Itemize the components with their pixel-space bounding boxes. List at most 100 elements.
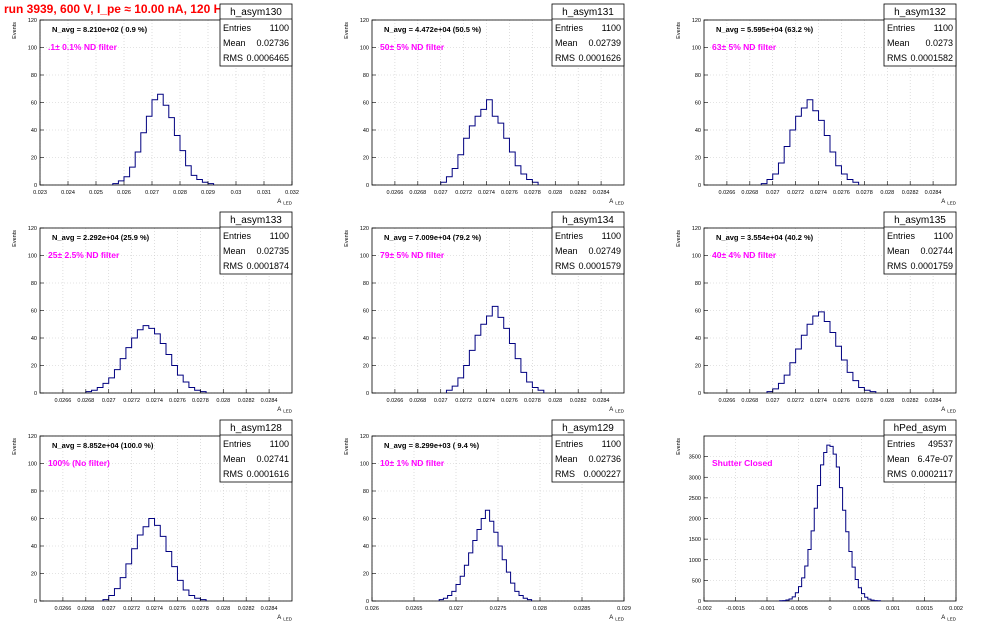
x-tick-label: 0.0274 <box>146 606 163 612</box>
histogram-line <box>102 518 207 601</box>
y-axis-label: Events <box>676 22 682 39</box>
pad-h_asym129: 0.026 0.0265 0.027 0.0275 0.028 0.0285 0.029 0 2… <box>344 419 631 622</box>
x-tick-label: 0.0284 <box>261 606 278 612</box>
pad-h_asym131: 0.0266 0.0268 0.027 0.0272 0.0274 0.0276 0.027… <box>344 3 625 206</box>
stats-value-mean: 6.47e-07 <box>917 454 953 464</box>
y-tick-label: 60 <box>31 309 37 315</box>
stats-label-entries: Entries <box>887 231 916 241</box>
histogram-line <box>438 509 533 601</box>
x-tick-label: 0.001 <box>886 606 900 612</box>
x-tick-label: 0.0272 <box>787 398 804 404</box>
x-tick-label: 0.0272 <box>787 190 804 196</box>
x-tick-label: 0.0268 <box>409 398 426 404</box>
stats-label-mean: Mean <box>555 38 578 48</box>
x-tick-label: 0.0282 <box>238 398 255 404</box>
stats-box <box>883 419 957 483</box>
x-tick-label: 0.028 <box>173 190 187 196</box>
stats-value-entries: 1100 <box>270 23 289 33</box>
x-tick-label: 0.027 <box>766 190 780 196</box>
y-tick-label: 20 <box>363 156 369 162</box>
x-axis-label: A LED <box>609 407 625 414</box>
x-tick-label: 0.0282 <box>902 398 919 404</box>
x-tick-label: 0.028 <box>216 606 230 612</box>
pad-hPed_asym: -0.002 -0.0015 -0.001 -0.0005 0 0.0005 0.001 0.… <box>676 419 963 622</box>
x-tick-label: 0.0274 <box>478 398 495 404</box>
y-tick-label: 120 <box>360 226 369 232</box>
y-tick-label: 0 <box>34 599 37 605</box>
x-tick-label: 0.0268 <box>77 606 94 612</box>
y-tick-label: 40 <box>363 128 369 134</box>
stats-label-mean: Mean <box>555 246 578 256</box>
y-axis-label: Events <box>12 230 18 247</box>
histogram-line <box>766 311 877 393</box>
stats-box <box>219 419 293 483</box>
histogram-line <box>440 99 539 185</box>
stats-value-rms: 0.000227 <box>583 469 621 479</box>
navg-text: N_avg = 3.554e+04 (40.2 %) <box>716 233 814 242</box>
x-tick-label: 0.026 <box>365 606 379 612</box>
y-axis-label: Events <box>344 438 350 455</box>
y-tick-label: 40 <box>695 336 701 342</box>
x-tick-label: 0.027 <box>145 190 159 196</box>
y-tick-label: 120 <box>692 18 701 24</box>
y-tick-label: 0 <box>698 183 701 189</box>
stats-value-mean: 0.02749 <box>588 246 621 256</box>
stats-box <box>883 3 957 67</box>
filter-label: 79± 5% ND filter <box>380 250 445 260</box>
stats-label-entries: Entries <box>555 23 584 33</box>
y-tick-label: 500 <box>692 578 701 584</box>
navg-text: N_avg = 2.292e+04 (25.9 %) <box>52 233 150 242</box>
x-tick-label: 0.0272 <box>123 606 140 612</box>
y-tick-label: 20 <box>31 156 37 162</box>
x-tick-label: 0.029 <box>617 606 631 612</box>
stats-value-rms: 0.0002117 <box>911 469 953 479</box>
x-tick-label: 0.0282 <box>902 190 919 196</box>
stats-label-entries: Entries <box>887 23 916 33</box>
y-tick-label: 1500 <box>689 537 701 543</box>
x-tick-label: 0.027 <box>434 190 448 196</box>
stats-value-rms: 0.0001874 <box>246 261 289 271</box>
x-tick-label: 0.0278 <box>856 190 873 196</box>
x-tick-label: -0.0015 <box>726 606 745 612</box>
filter-label: 25± 2.5% ND filter <box>48 250 120 260</box>
stats-value-entries: 1100 <box>602 439 621 449</box>
y-axis-label: Events <box>12 438 18 455</box>
navg-text: N_avg = 8.852e+04 (100.0 %) <box>52 441 154 450</box>
stats-value-mean: 0.02741 <box>256 454 289 464</box>
stats-value-rms: 0.0006465 <box>246 53 289 63</box>
x-tick-label: 0.028 <box>880 190 894 196</box>
filter-label: 100% (No filter) <box>48 458 110 468</box>
histogram-name: h_asym131 <box>562 7 614 18</box>
histogram-name: h_asym135 <box>894 215 946 226</box>
y-axis-label: Events <box>344 22 350 39</box>
y-tick-label: 20 <box>363 364 369 370</box>
x-tick-label: 0 <box>828 606 831 612</box>
x-tick-label: 0.028 <box>548 398 562 404</box>
stats-box <box>219 3 293 67</box>
stats-value-entries: 1100 <box>934 23 953 33</box>
y-tick-label: 60 <box>31 101 37 107</box>
y-tick-label: 3000 <box>689 475 701 481</box>
y-tick-label: 100 <box>360 46 369 52</box>
y-tick-label: 120 <box>28 226 37 232</box>
stats-value-mean: 0.02735 <box>256 246 289 256</box>
stats-value-entries: 1100 <box>270 439 289 449</box>
stats-value-entries: 1100 <box>602 23 621 33</box>
y-tick-label: 100 <box>28 462 37 468</box>
stats-label-mean: Mean <box>887 246 910 256</box>
stats-label-mean: Mean <box>887 38 910 48</box>
y-tick-label: 80 <box>31 489 37 495</box>
stats-label-entries: Entries <box>887 439 916 449</box>
x-axis-label: A LED <box>609 199 625 206</box>
x-tick-label: 0.0284 <box>925 398 942 404</box>
stats-value-entries: 1100 <box>934 231 953 241</box>
stats-label-rms: RMS <box>223 53 243 63</box>
stats-label-rms: RMS <box>555 53 575 63</box>
x-tick-label: 0.0266 <box>386 190 403 196</box>
y-tick-label: 40 <box>31 336 37 342</box>
x-tick-label: 0.0276 <box>833 398 850 404</box>
y-tick-label: 40 <box>363 544 369 550</box>
x-tick-label: 0.0278 <box>192 606 209 612</box>
filter-label: Shutter Closed <box>712 458 772 468</box>
x-tick-label: 0.0005 <box>853 606 870 612</box>
